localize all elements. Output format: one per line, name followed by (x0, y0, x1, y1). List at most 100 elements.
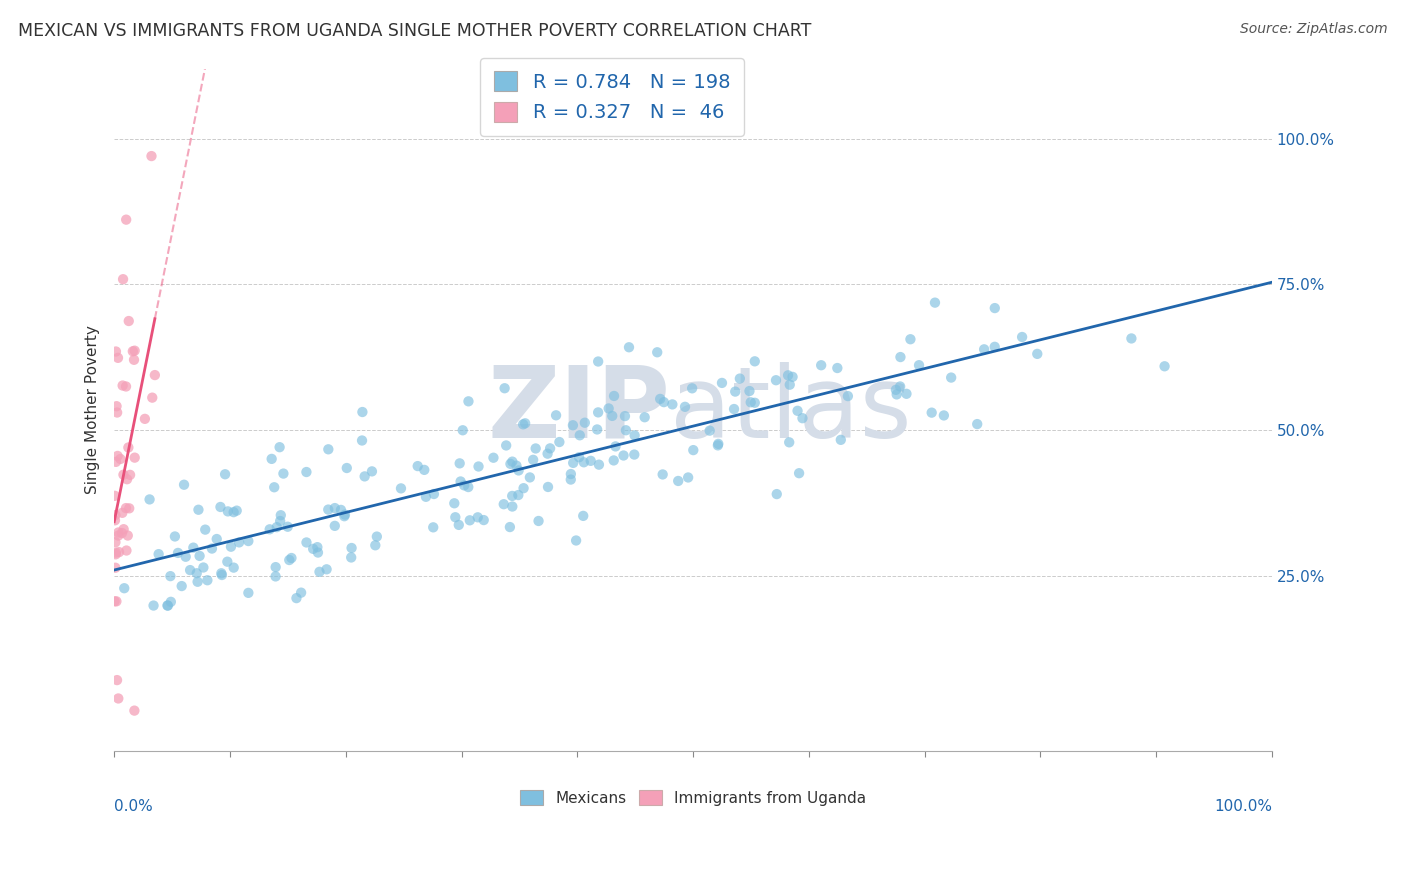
Point (302, 541, 325, 556)
Point (453, 478, 475, 492)
Point (110, 452, 132, 467)
Point (238, 586, 260, 600)
Point (211, 568, 233, 582)
Point (285, 591, 308, 606)
Point (1153, 359, 1175, 374)
Point (603, 453, 626, 467)
Point (568, 428, 591, 442)
Point (765, 487, 787, 501)
Point (107, 351, 129, 365)
Point (228, 535, 250, 549)
Point (124, 450, 146, 465)
Point (499, 520, 522, 534)
Point (889, 379, 911, 393)
Point (467, 510, 489, 524)
Point (710, 376, 733, 390)
Point (323, 501, 346, 516)
Point (118, 314, 141, 328)
Point (652, 395, 675, 409)
Point (782, 369, 804, 384)
Point (932, 409, 955, 423)
Point (183, 541, 205, 555)
Point (280, 551, 302, 566)
Point (115, 212, 138, 227)
Point (112, 467, 135, 482)
Point (187, 574, 209, 589)
Point (295, 465, 318, 479)
Point (508, 488, 530, 502)
Point (159, 569, 181, 583)
Point (1011, 330, 1033, 344)
Point (307, 540, 329, 554)
Point (209, 566, 232, 581)
Point (501, 455, 523, 469)
Point (352, 405, 374, 419)
Point (572, 455, 595, 469)
Point (112, 272, 135, 286)
Point (105, 594, 128, 608)
Point (104, 455, 127, 469)
Point (614, 423, 637, 437)
Point (548, 435, 571, 450)
Point (214, 467, 236, 482)
Point (1121, 331, 1143, 345)
Point (329, 503, 352, 517)
Point (600, 409, 623, 423)
Point (1026, 347, 1049, 361)
Point (779, 377, 801, 392)
Point (588, 458, 610, 472)
Point (447, 517, 470, 532)
Point (744, 354, 766, 368)
Point (141, 149, 163, 163)
Point (308, 565, 330, 579)
Point (156, 599, 179, 613)
Point (197, 573, 219, 587)
Point (676, 470, 699, 484)
Point (574, 416, 596, 430)
Point (112, 581, 135, 595)
Point (277, 519, 299, 533)
Point (413, 463, 436, 477)
Point (603, 389, 626, 403)
Point (449, 456, 471, 470)
Point (537, 480, 560, 494)
Point (538, 442, 561, 456)
Point (269, 440, 291, 454)
Point (499, 457, 522, 471)
Point (666, 474, 689, 488)
Point (115, 379, 138, 393)
Point (744, 396, 766, 410)
Point (104, 344, 127, 359)
Point (617, 340, 640, 354)
Point (107, 449, 129, 463)
Point (124, 704, 146, 718)
Point (444, 510, 467, 524)
Point (451, 423, 474, 437)
Point (174, 549, 197, 564)
Point (107, 528, 129, 542)
Point (645, 345, 668, 359)
Point (889, 350, 911, 364)
Point (124, 343, 146, 358)
Point (259, 522, 281, 536)
Point (117, 528, 139, 542)
Point (613, 409, 636, 423)
Point (336, 461, 359, 475)
Point (260, 451, 283, 466)
Point (170, 579, 193, 593)
Point (536, 447, 558, 461)
Point (201, 541, 224, 556)
Point (924, 295, 946, 310)
Point (148, 547, 170, 561)
Point (896, 386, 918, 401)
Point (524, 442, 547, 456)
Point (422, 520, 444, 534)
Point (112, 522, 135, 536)
Point (120, 467, 142, 482)
Point (586, 422, 609, 436)
Point (707, 437, 730, 451)
Point (105, 673, 128, 687)
Point (586, 354, 609, 368)
Point (307, 545, 329, 559)
Point (482, 450, 505, 465)
